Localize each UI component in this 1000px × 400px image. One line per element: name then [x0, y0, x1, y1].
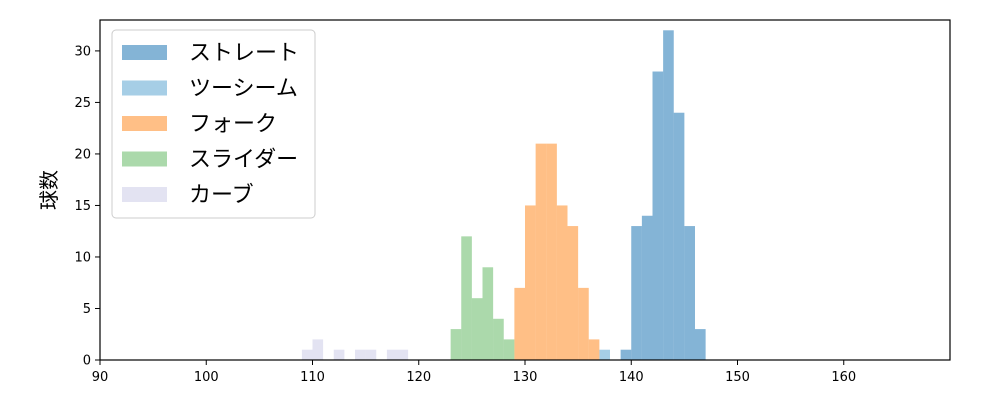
bar — [365, 349, 377, 360]
bar — [514, 287, 525, 360]
y-tick-label: 30 — [74, 44, 91, 59]
legend-swatch — [122, 80, 167, 96]
legend-swatch — [122, 116, 167, 131]
legend-swatch — [122, 45, 167, 60]
series-3 — [450, 236, 515, 360]
bar — [684, 226, 695, 360]
series-0 — [620, 30, 706, 361]
series-4 — [301, 339, 409, 360]
legend-label: フォーク — [189, 112, 277, 137]
x-tick-label: 150 — [725, 370, 750, 385]
legend-box — [111, 29, 316, 219]
bar — [556, 205, 568, 360]
x-tick-label: 130 — [513, 370, 538, 385]
bar — [695, 329, 706, 360]
series-2 — [514, 143, 600, 360]
bar — [503, 339, 515, 360]
legend-swatch — [122, 151, 167, 167]
bar — [588, 339, 600, 360]
bar — [652, 71, 664, 361]
x-tick-label: 100 — [194, 370, 219, 385]
y-tick-label: 25 — [74, 96, 91, 111]
legend-label: ストレート — [189, 41, 299, 66]
x-tick-label: 160 — [831, 370, 856, 385]
bar — [525, 205, 536, 360]
bar — [333, 349, 345, 360]
x-tick-label: 140 — [619, 370, 644, 385]
bar — [461, 236, 472, 360]
legend-swatch — [122, 187, 167, 202]
bar — [599, 349, 610, 360]
bar — [620, 349, 632, 360]
bar — [386, 349, 398, 360]
legend-label: スライダー — [189, 148, 298, 173]
plot-frame — [99, 19, 951, 361]
bar — [471, 298, 483, 360]
bar — [641, 215, 653, 360]
bar — [493, 318, 504, 360]
y-tick-label: 5 — [83, 302, 91, 317]
y-axis-label: 球数 — [37, 170, 61, 210]
bar — [535, 143, 547, 360]
y-tick-label: 20 — [74, 147, 91, 162]
bar — [355, 349, 366, 360]
bar — [482, 267, 494, 360]
y-tick-label: 0 — [83, 354, 91, 369]
bar — [578, 287, 589, 360]
x-axis: 90 100 110 120 130 140 150 160 — [92, 360, 856, 385]
y-tick-label: 15 — [74, 199, 91, 214]
bar — [450, 329, 462, 360]
bar — [567, 226, 579, 360]
bar — [397, 349, 409, 360]
bar — [301, 349, 313, 360]
bar — [663, 30, 674, 360]
bar — [312, 339, 324, 360]
x-tick-label: 90 — [92, 370, 109, 385]
bar — [631, 226, 642, 360]
histogram-bars — [301, 30, 706, 361]
bar — [546, 143, 557, 360]
x-tick-label: 120 — [406, 370, 431, 385]
x-tick-label: 110 — [300, 370, 325, 385]
legend-label: カーブ — [189, 183, 254, 208]
y-tick-label: 10 — [74, 250, 91, 265]
series-1 — [599, 349, 610, 360]
y-axis: 0 5 10 15 20 25 30 — [74, 44, 100, 369]
legend-label: ツーシーム — [189, 77, 298, 102]
bar — [673, 112, 685, 361]
